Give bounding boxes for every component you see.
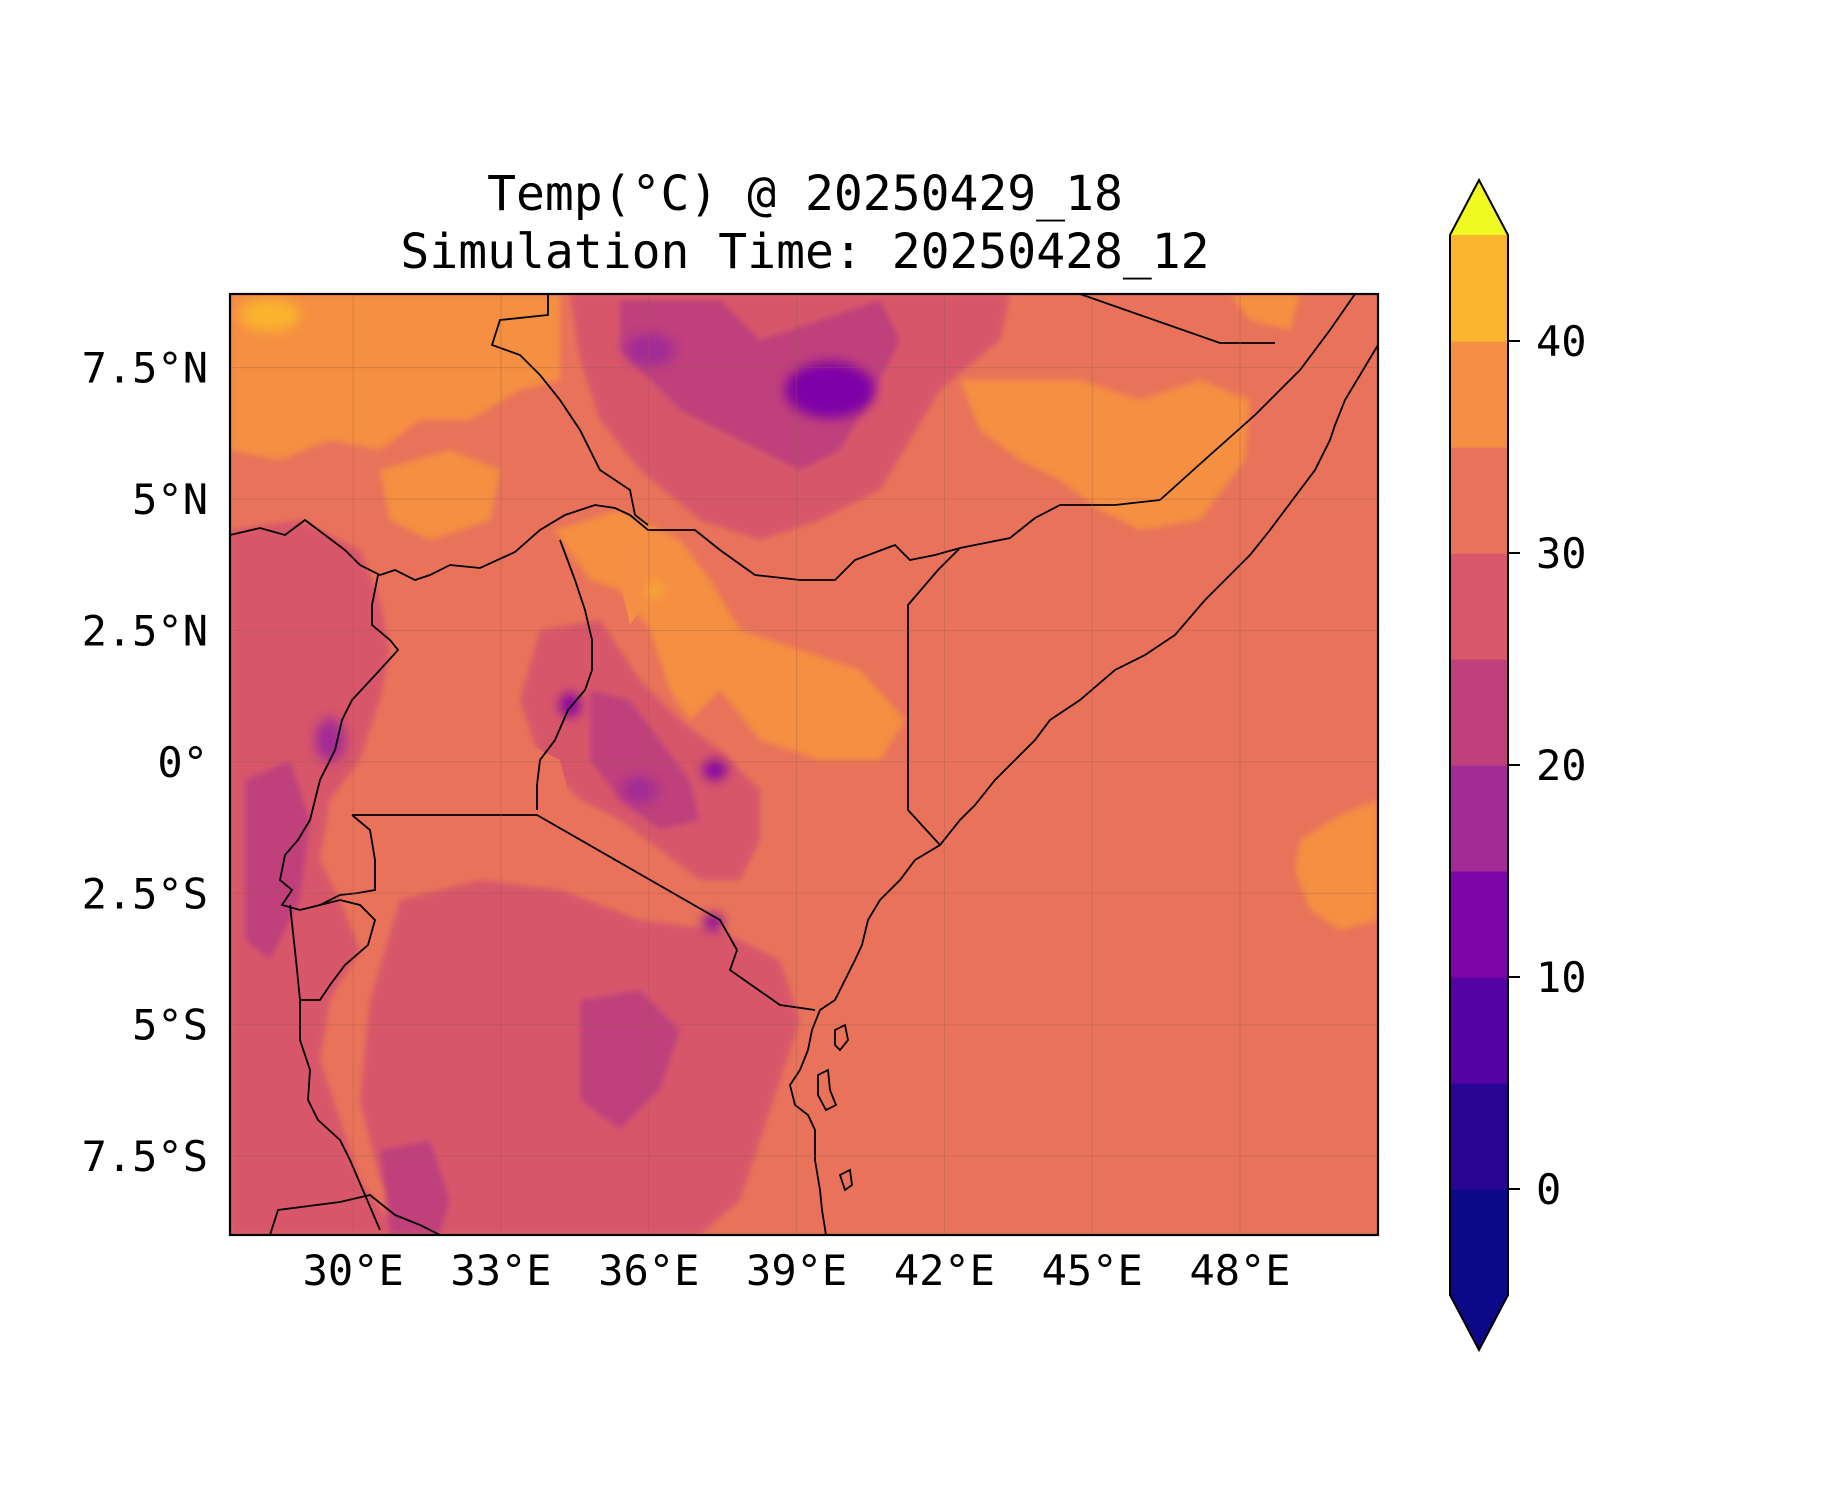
border-uganda-kenya (536, 539, 593, 810)
x-tick-label: 39°E (746, 1246, 847, 1295)
country-borders (230, 294, 1378, 1235)
hot-spot-turkana (647, 584, 663, 596)
colorbar-segment (1450, 871, 1508, 978)
x-tick-label: 42°E (894, 1246, 995, 1295)
warm-region-somali (960, 380, 1250, 530)
colorbar-segment (1450, 447, 1508, 554)
warm-region-north (230, 294, 560, 460)
map-x-axis: 30°E 33°E 36°E 39°E 42°E 45°E 48°E (303, 1246, 1291, 1295)
colorbar-tick-label: 40 (1536, 317, 1587, 366)
cold-patch-kenya (590, 690, 700, 830)
border-lake-victoria-tanzania (352, 814, 816, 1011)
border-tanzania-drc-lake (289, 904, 381, 1231)
colorbar-segment (1450, 553, 1508, 660)
cold-spot-rwenzori (315, 718, 345, 762)
border-sudan-congo (230, 504, 631, 581)
border-ethiopia-somalia (1159, 294, 1356, 501)
border-rwanda-burundi (279, 819, 377, 1001)
cold-patch-ethiopia (620, 300, 900, 470)
y-tick-label: 2.5°N (82, 606, 208, 655)
border-rwanda-east (319, 814, 376, 906)
border-kenya-ethiopia (629, 499, 1161, 581)
border-kenya-somalia (907, 547, 961, 846)
y-tick-label: 5°S (132, 1001, 208, 1050)
colorbar-segment (1450, 235, 1508, 342)
colorbar-tick-label: 20 (1536, 741, 1587, 790)
warm-region-northeast (1230, 294, 1300, 330)
warm-region-offshore (1295, 800, 1378, 930)
colorbar-segment (1450, 977, 1508, 1084)
colorbar-segment (1450, 341, 1508, 448)
cold-spot-aberdare (622, 776, 658, 804)
cold-patch-tanzania (580, 990, 680, 1130)
colorbar-tick-label: 0 (1536, 1165, 1561, 1214)
y-tick-label: 2.5°S (82, 869, 208, 918)
coldest-spot-ethiopia-2 (625, 334, 675, 366)
y-tick-label: 7.5°N (82, 344, 208, 393)
figure-title-line2: Simulation Time: 20250428_12 (400, 224, 1209, 280)
cold-patch-rift-west (245, 760, 310, 960)
colorbar-extend-max (1450, 180, 1508, 235)
colorbar-tick-label: 30 (1536, 529, 1587, 578)
coldest-spot-elgon (560, 693, 580, 717)
colorbar-segment (1450, 659, 1508, 766)
lake-victoria (440, 740, 570, 845)
colorbar-segment (1450, 765, 1508, 872)
coldest-spot-kenya (703, 760, 727, 780)
map-frame (228, 292, 1380, 1237)
figure-title-line1: Temp(°C) @ 20250429_18 (487, 166, 1123, 222)
y-tick-label: 0° (157, 738, 208, 787)
x-tick-label: 30°E (303, 1246, 404, 1295)
cool-region-west (230, 520, 400, 1235)
colorbar-outline (1449, 177, 1509, 1353)
x-tick-label: 33°E (450, 1246, 551, 1295)
cold-patch-south (380, 1140, 450, 1235)
border-uganda-congo (309, 574, 400, 821)
border-djibouti (1079, 294, 1275, 344)
x-tick-label: 36°E (598, 1246, 699, 1295)
colorbar-extend-min (1450, 1295, 1508, 1350)
border-tanzania-zambia (269, 1194, 441, 1235)
map-gridlines (230, 294, 1378, 1235)
colorbar: 0 10 20 30 40 (1449, 177, 1587, 1353)
lake-turkana (622, 520, 645, 625)
coldest-spot-ethiopia (785, 362, 875, 418)
y-tick-label: 5°N (132, 475, 208, 524)
colorbar-segment (1450, 1189, 1508, 1296)
coastline-east-africa (789, 344, 1378, 1235)
map-y-axis: 7.5°N 5°N 2.5°N 0° 2.5°S 5°S 7.5°S (82, 344, 208, 1182)
x-tick-label: 48°E (1189, 1246, 1290, 1295)
map-panel: 30°E 33°E 36°E 39°E 42°E 45°E 48°E 7.5°N 5°N 2.5… (82, 292, 1380, 1295)
border-south-sudan-ethiopia (490, 294, 649, 526)
temperature-field (230, 294, 1378, 1235)
hot-spot-north (240, 299, 300, 331)
island-mafia (838, 1168, 853, 1192)
island-pemba (817, 1068, 838, 1112)
island-zanzibar (834, 1023, 849, 1052)
x-tick-label: 45°E (1042, 1246, 1143, 1295)
warm-region-sudan-south (380, 450, 500, 540)
colorbar-segment (1450, 1083, 1508, 1190)
y-tick-label: 7.5°S (82, 1132, 208, 1181)
colorbar-tick-label: 10 (1536, 953, 1587, 1002)
